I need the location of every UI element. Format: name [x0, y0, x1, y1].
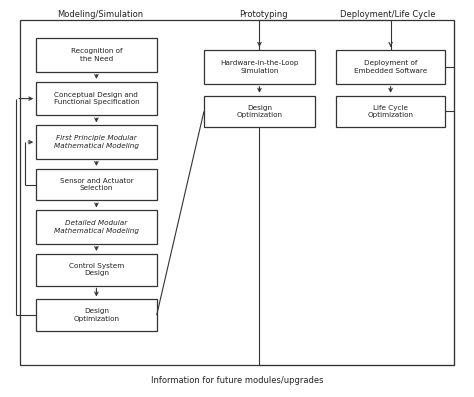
FancyBboxPatch shape [336, 96, 445, 127]
FancyBboxPatch shape [204, 96, 315, 127]
FancyBboxPatch shape [36, 169, 156, 200]
FancyBboxPatch shape [36, 254, 156, 285]
Text: Information for future modules/upgrades: Information for future modules/upgrades [151, 376, 323, 385]
FancyBboxPatch shape [36, 299, 156, 331]
Text: Recognition of
the Need: Recognition of the Need [71, 48, 122, 62]
Text: Design
Optimization: Design Optimization [237, 105, 283, 118]
Text: Deployment of
Embedded Software: Deployment of Embedded Software [354, 60, 427, 74]
Text: Modeling/Simulation: Modeling/Simulation [57, 10, 143, 19]
Text: Hardware-in-the-Loop
Simulation: Hardware-in-the-Loop Simulation [220, 60, 299, 74]
FancyBboxPatch shape [36, 38, 156, 72]
FancyBboxPatch shape [36, 125, 156, 159]
Text: Deployment/Life Cycle: Deployment/Life Cycle [340, 10, 436, 19]
FancyBboxPatch shape [36, 82, 156, 116]
Text: Conceptual Design and
Functional Specification: Conceptual Design and Functional Specifi… [54, 92, 139, 105]
FancyBboxPatch shape [336, 50, 445, 84]
Text: Design
Optimization: Design Optimization [73, 308, 119, 322]
Text: Sensor and Actuator
Selection: Sensor and Actuator Selection [60, 178, 133, 191]
Text: Detailed Modular
Mathematical Modeling: Detailed Modular Mathematical Modeling [54, 220, 139, 234]
FancyBboxPatch shape [204, 50, 315, 84]
Text: Control System
Design: Control System Design [69, 263, 124, 276]
Text: Life Cycle
Optimization: Life Cycle Optimization [368, 105, 414, 118]
Text: First Principle Modular
Mathematical Modeling: First Principle Modular Mathematical Mod… [54, 135, 139, 149]
FancyBboxPatch shape [36, 210, 156, 244]
Text: Prototyping: Prototyping [239, 10, 287, 19]
